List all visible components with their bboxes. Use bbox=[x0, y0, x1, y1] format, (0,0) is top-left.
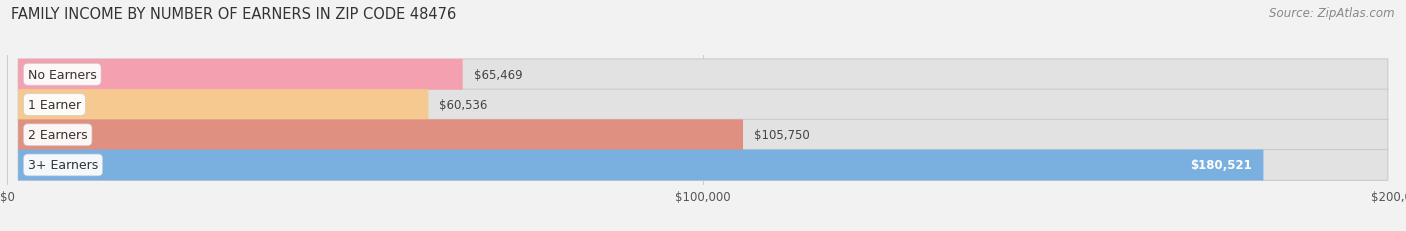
FancyBboxPatch shape bbox=[18, 60, 1388, 90]
Text: $65,469: $65,469 bbox=[474, 69, 523, 82]
FancyBboxPatch shape bbox=[18, 150, 1264, 181]
Text: No Earners: No Earners bbox=[28, 69, 97, 82]
FancyBboxPatch shape bbox=[18, 60, 463, 90]
FancyBboxPatch shape bbox=[18, 120, 1388, 151]
Text: $60,536: $60,536 bbox=[440, 99, 488, 112]
Text: $105,750: $105,750 bbox=[754, 129, 810, 142]
Text: 3+ Earners: 3+ Earners bbox=[28, 159, 98, 172]
FancyBboxPatch shape bbox=[18, 150, 1388, 181]
FancyBboxPatch shape bbox=[18, 120, 742, 151]
FancyBboxPatch shape bbox=[18, 90, 429, 120]
FancyBboxPatch shape bbox=[18, 90, 1388, 120]
Text: $180,521: $180,521 bbox=[1191, 159, 1253, 172]
Text: 1 Earner: 1 Earner bbox=[28, 99, 82, 112]
Text: FAMILY INCOME BY NUMBER OF EARNERS IN ZIP CODE 48476: FAMILY INCOME BY NUMBER OF EARNERS IN ZI… bbox=[11, 7, 457, 22]
Text: Source: ZipAtlas.com: Source: ZipAtlas.com bbox=[1270, 7, 1395, 20]
Text: 2 Earners: 2 Earners bbox=[28, 129, 87, 142]
